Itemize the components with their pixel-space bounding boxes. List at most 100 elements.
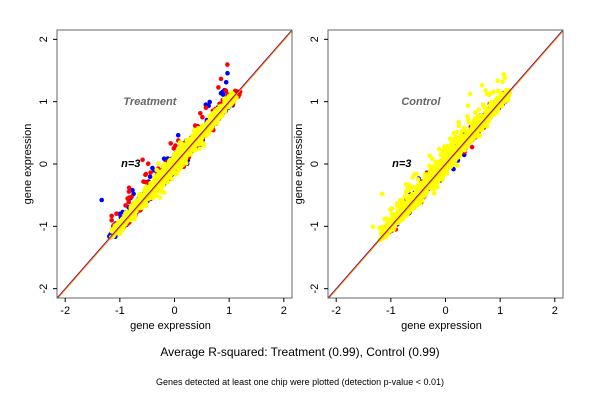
data-point (421, 194, 427, 199)
x-tick-label: 2 (552, 305, 558, 317)
data-point (382, 216, 388, 222)
data-point (129, 194, 134, 200)
reference-line-y-equals-x (57, 30, 292, 298)
x-tick-label: -1 (386, 305, 396, 317)
r-squared-summary: Average R-squared: Treatment (0.99), Con… (160, 345, 440, 359)
data-point (397, 205, 403, 210)
data-point (448, 136, 453, 141)
data-point (156, 169, 162, 175)
data-point (120, 216, 126, 221)
data-point (162, 190, 167, 195)
data-point (454, 163, 460, 168)
y-tick-label: 2 (38, 36, 50, 42)
data-point (423, 190, 428, 195)
data-point (391, 226, 397, 231)
x-tick-label: 0 (442, 305, 448, 317)
data-point (143, 184, 149, 190)
data-point (495, 78, 501, 83)
y-tick-label: 0 (38, 161, 50, 167)
data-point (164, 176, 170, 182)
points-group (99, 62, 243, 240)
data-point (484, 91, 490, 97)
data-point (223, 80, 229, 85)
data-point (419, 180, 424, 186)
data-point (381, 227, 386, 233)
data-point (484, 111, 489, 116)
data-point (473, 110, 478, 115)
data-point (157, 189, 163, 194)
data-point (155, 173, 160, 178)
data-point (142, 200, 148, 205)
data-point (223, 88, 229, 93)
y-tick-label: 0 (309, 161, 321, 167)
data-point (132, 217, 137, 222)
data-point (145, 161, 151, 166)
data-point (379, 191, 385, 197)
data-point (440, 153, 446, 158)
data-point (218, 76, 224, 82)
data-point (207, 99, 212, 105)
data-point (399, 198, 405, 204)
data-point (465, 130, 471, 135)
y-axis-label: gene expression (22, 124, 34, 205)
data-point (143, 171, 149, 177)
data-point (471, 117, 477, 123)
data-point (126, 185, 132, 191)
data-point (130, 187, 135, 193)
data-point (193, 147, 198, 152)
data-point (501, 71, 507, 77)
data-point (141, 179, 146, 184)
reference-line-y-equals-x (57, 30, 292, 298)
reference-line-y-equals-x (57, 30, 292, 298)
data-point (162, 161, 167, 167)
y-tick-label: 1 (38, 99, 50, 105)
data-point (412, 172, 417, 177)
x-axis-label: gene expression (130, 320, 211, 332)
data-point (156, 161, 161, 166)
data-point (398, 208, 404, 214)
data-point (154, 188, 159, 194)
data-point (502, 75, 508, 81)
data-point (157, 195, 163, 200)
x-tick-label: 1 (497, 305, 503, 317)
data-point (109, 218, 114, 223)
data-point (437, 174, 443, 180)
data-point (406, 182, 411, 187)
data-point (175, 133, 181, 138)
data-point (402, 194, 408, 199)
points-group (370, 71, 512, 243)
data-point (415, 184, 421, 189)
data-point (200, 114, 205, 120)
data-point (197, 146, 202, 151)
data-point (499, 90, 504, 96)
x-tick-label: -2 (331, 305, 341, 317)
data-point (500, 79, 505, 84)
data-point (467, 91, 473, 97)
data-point (392, 215, 397, 220)
data-point (147, 184, 152, 189)
data-point (174, 172, 179, 177)
data-point (203, 105, 209, 110)
data-point (114, 211, 119, 216)
data-point (173, 143, 178, 148)
replicate-count-label: n=3 (121, 158, 140, 170)
data-point (179, 144, 185, 150)
data-point (199, 135, 205, 141)
data-point (436, 146, 442, 152)
data-point (453, 135, 458, 140)
data-point (431, 187, 437, 192)
series-replicate-3 (370, 71, 512, 243)
data-point (216, 85, 221, 90)
data-point (370, 224, 376, 229)
data-point (183, 157, 188, 162)
x-tick-label: 2 (281, 305, 287, 317)
data-point (168, 141, 173, 146)
data-point (400, 217, 405, 222)
panel-title: Treatment (123, 96, 177, 108)
data-point (463, 135, 468, 141)
data-point (491, 89, 496, 95)
data-point (432, 191, 437, 196)
data-point (140, 157, 145, 163)
data-point (225, 70, 230, 76)
